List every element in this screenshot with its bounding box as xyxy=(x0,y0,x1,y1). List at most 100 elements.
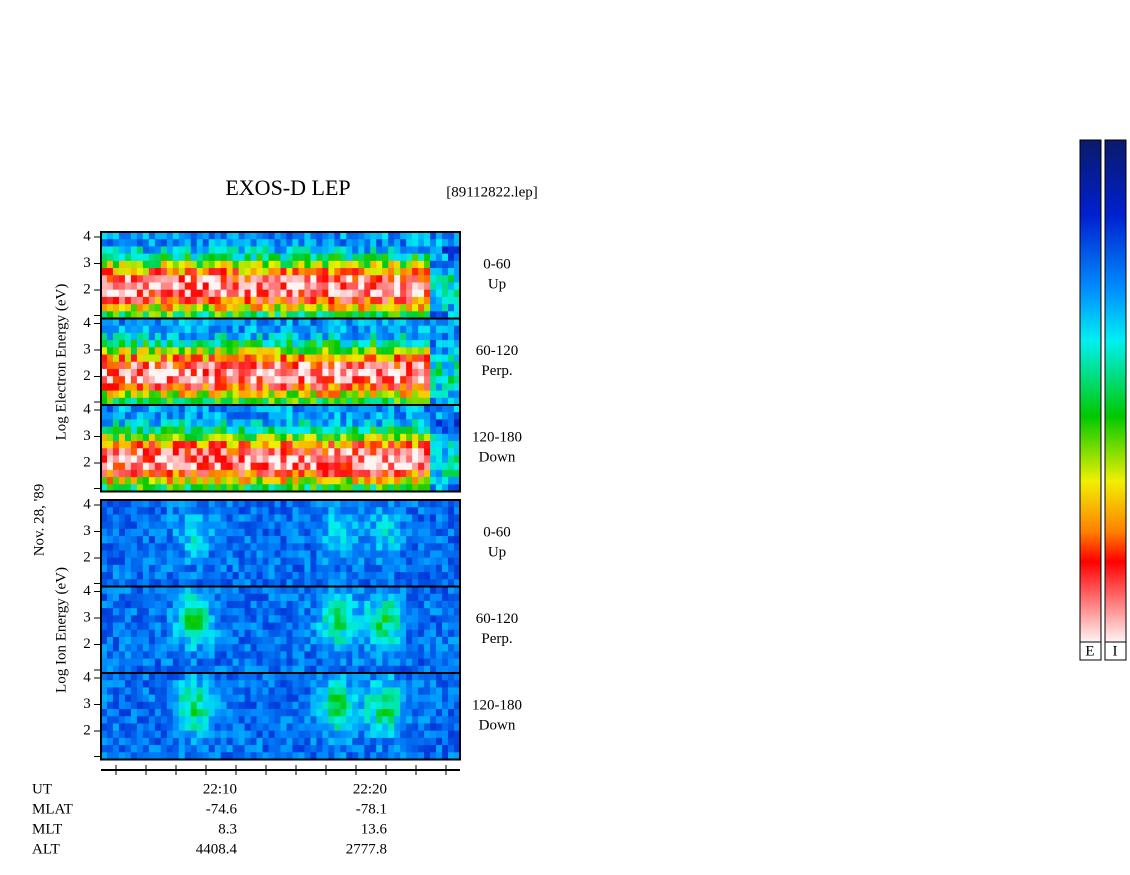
spectrogram-cell xyxy=(316,441,323,449)
spectrogram-cell xyxy=(286,644,293,652)
spectrogram-cell xyxy=(430,716,437,724)
spectrogram-cell xyxy=(328,246,335,255)
spectrogram-cell xyxy=(172,622,180,631)
spectrogram-cell xyxy=(406,629,413,638)
spectrogram-cell xyxy=(106,608,114,616)
spectrogram-cell xyxy=(400,340,407,348)
spectrogram-cell xyxy=(298,543,305,551)
spectrogram-cell xyxy=(244,550,251,559)
spectrogram-cell xyxy=(400,528,407,537)
spectrogram-cell xyxy=(442,282,449,291)
spectrogram-cell xyxy=(454,397,461,406)
spectrogram-cell xyxy=(370,368,377,377)
spectrogram-cell xyxy=(160,629,168,638)
spectrogram-cell xyxy=(124,593,132,602)
spectrogram-cell xyxy=(172,701,180,710)
spectrogram-cell xyxy=(166,665,174,674)
spectrogram-cell xyxy=(286,246,293,255)
spectrogram-cell xyxy=(124,536,132,544)
spectrogram-cell xyxy=(442,260,449,269)
spectrogram-cell xyxy=(220,354,228,363)
spectrogram-cell xyxy=(148,593,156,602)
spectrogram-cell xyxy=(280,246,287,255)
spectrogram-cell xyxy=(334,528,341,537)
spectrogram-cell xyxy=(160,745,168,753)
spectrogram-cell xyxy=(142,268,150,276)
spectrogram-cell xyxy=(226,629,234,638)
spectrogram-cell xyxy=(172,441,180,449)
spectrogram-cell xyxy=(202,579,210,587)
spectrogram-cell xyxy=(454,507,461,515)
spectrogram-cell xyxy=(226,376,234,384)
spectrogram-cell xyxy=(220,579,228,587)
spectrogram-cell xyxy=(196,593,204,602)
spectrogram-cell xyxy=(202,405,210,413)
spectrogram-cell xyxy=(262,636,269,645)
spectrogram-cell xyxy=(352,282,359,291)
spectrogram-cell xyxy=(220,586,228,595)
spectrogram-cell xyxy=(274,636,281,645)
spectrogram-cell xyxy=(454,368,461,377)
spectrogram-cell xyxy=(202,354,210,363)
spectrogram-cell xyxy=(418,593,425,602)
spectrogram-cell xyxy=(340,723,347,732)
spectrogram-cell xyxy=(370,260,377,269)
spectrogram-cell xyxy=(166,246,174,255)
spectrogram-cell xyxy=(286,354,293,363)
spectrogram-cell xyxy=(124,296,132,305)
spectrogram-cell xyxy=(370,239,377,247)
spectrogram-cell xyxy=(112,397,120,406)
spectrogram-cell xyxy=(101,536,108,544)
spectrogram-cell xyxy=(310,737,317,746)
spectrogram-cell xyxy=(274,564,281,573)
spectrogram-cell xyxy=(130,433,138,442)
spectrogram-cell xyxy=(406,680,413,688)
spectrogram-cell xyxy=(196,586,204,595)
spectrogram-cell xyxy=(352,232,359,240)
spectrogram-cell xyxy=(322,275,329,283)
spectrogram-cell xyxy=(250,701,257,710)
spectrogram-cell xyxy=(376,586,383,595)
spectrogram-cell xyxy=(322,564,329,573)
spectrogram-cell xyxy=(316,528,323,537)
spectrogram-cell xyxy=(256,390,263,399)
spectrogram-cell xyxy=(112,246,120,255)
spectrogram-cell xyxy=(394,514,401,523)
spectrogram-cell xyxy=(292,268,299,276)
spectrogram-cell xyxy=(322,296,329,305)
spectrogram-cell xyxy=(328,376,335,384)
y-tick-label: 2 xyxy=(83,636,91,652)
spectrogram-cell xyxy=(286,665,293,674)
spectrogram-cell xyxy=(190,629,198,638)
spectrogram-cell xyxy=(148,246,156,255)
spectrogram-cell xyxy=(298,318,305,327)
spectrogram-cell xyxy=(286,550,293,559)
spectrogram-cell xyxy=(436,448,443,456)
spectrogram-cell xyxy=(118,239,126,247)
spectrogram-cell xyxy=(448,737,455,746)
spectrogram-cell xyxy=(178,608,186,616)
spectrogram-cell xyxy=(382,376,389,384)
spectrogram-cell xyxy=(412,296,419,305)
spectrogram-cell xyxy=(292,318,299,327)
spectrogram-cell xyxy=(148,268,156,276)
spectrogram-cell xyxy=(454,412,461,420)
spectrogram-cell xyxy=(208,536,216,544)
spectrogram-cell xyxy=(106,673,114,681)
spectrogram-cell xyxy=(172,260,180,269)
spectrogram-cell xyxy=(448,608,455,616)
spectrogram-cell xyxy=(328,644,335,652)
spectrogram-cell xyxy=(244,433,251,442)
spectrogram-cell xyxy=(196,376,204,384)
spectrogram-cell xyxy=(256,600,263,609)
spectrogram-cell xyxy=(190,752,198,760)
spectrogram-cell xyxy=(112,730,120,739)
spectrogram-cell xyxy=(364,521,371,530)
spectrogram-cell xyxy=(112,600,120,609)
spectrogram-cell xyxy=(286,253,293,262)
spectrogram-cell xyxy=(124,723,132,732)
spectrogram-cell xyxy=(370,752,377,760)
spectrogram-cell xyxy=(184,557,192,566)
spectrogram-cell xyxy=(346,687,353,696)
row-value: 13.6 xyxy=(361,821,388,837)
